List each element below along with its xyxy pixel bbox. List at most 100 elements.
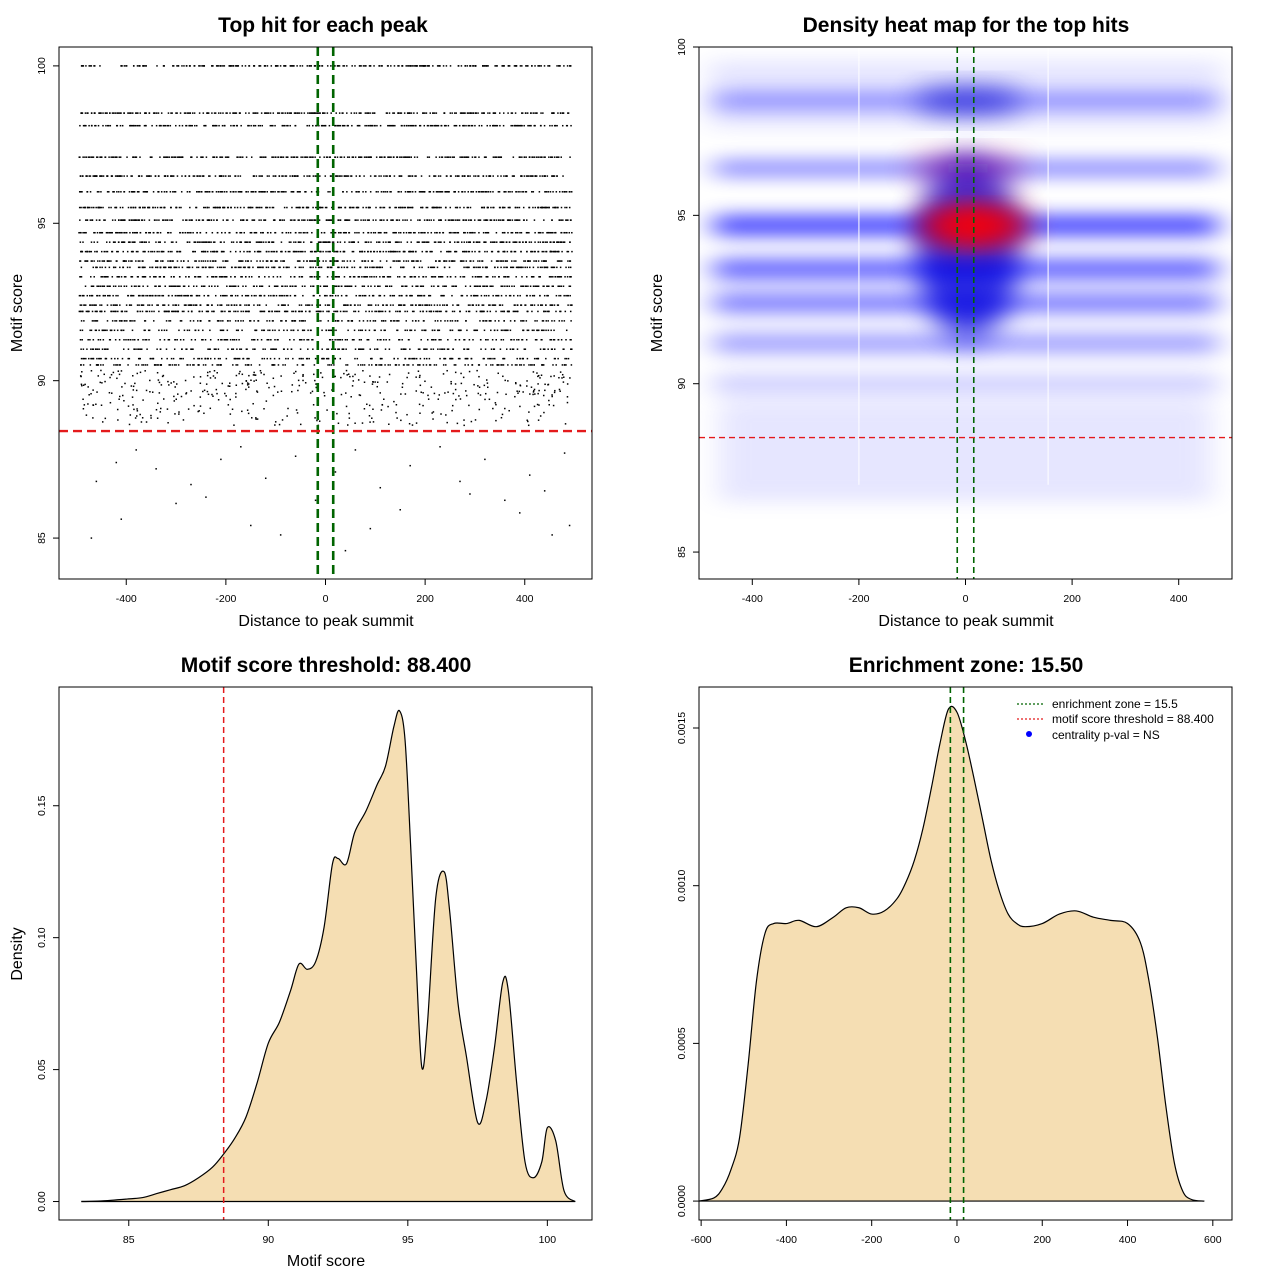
- scatter-point: [170, 285, 172, 287]
- scatter-point: [438, 310, 441, 313]
- scatter-point: [476, 294, 479, 297]
- scatter-point: [508, 294, 511, 297]
- scatter-point: [530, 241, 533, 243]
- scatter-point: [543, 219, 545, 221]
- scatter-point: [452, 219, 455, 221]
- scatter-point: [223, 191, 226, 193]
- scatter-point: [141, 276, 144, 278]
- scatter-point: [170, 206, 172, 209]
- scatter-point: [172, 304, 174, 306]
- scatter-point: [190, 231, 192, 234]
- scatter-point: [101, 266, 103, 269]
- scatter-point: [103, 310, 106, 313]
- scatter-point: [248, 304, 250, 306]
- scatter-point: [214, 124, 216, 127]
- scatter-point: [155, 124, 158, 127]
- scatter-point: [473, 285, 476, 287]
- scatter-point: [527, 310, 529, 313]
- scatter-point: [234, 294, 237, 297]
- scatter-point: [220, 65, 222, 67]
- scatter-point: [290, 276, 292, 278]
- scatter-point: [397, 112, 399, 114]
- scatter-point: [550, 266, 553, 269]
- scatter-point: [208, 266, 211, 269]
- scatter-point: [571, 231, 573, 234]
- scatter-point: [401, 206, 404, 209]
- scatter-point: [377, 231, 380, 234]
- scatter-point: [163, 206, 166, 209]
- scatter-point: [545, 250, 547, 253]
- scatter-point: [83, 320, 85, 322]
- scatter-point: [509, 329, 512, 332]
- scatter-point: [194, 304, 197, 306]
- scatter-point: [509, 219, 512, 221]
- scatter-point: [129, 339, 132, 341]
- scatter-point: [401, 294, 403, 297]
- scatter-point: [353, 304, 356, 306]
- scatter-point: [447, 250, 450, 253]
- scatter-point: [302, 260, 305, 262]
- scatter-point: [386, 285, 389, 287]
- scatter-point: [486, 219, 489, 221]
- scatter-point: [487, 231, 489, 234]
- scatter-point: [82, 65, 84, 67]
- scatter-point: [139, 294, 141, 297]
- scatter-point: [359, 266, 361, 269]
- scatter-point: [531, 304, 534, 306]
- scatter-point: [138, 191, 140, 193]
- scatter-point: [325, 219, 328, 221]
- scatter-point: [507, 206, 510, 209]
- scatter-point: [521, 191, 523, 193]
- scatter-point: [547, 231, 550, 234]
- scatter-point: [138, 285, 141, 287]
- scatter-point: [105, 250, 107, 253]
- scatter-point: [186, 329, 189, 332]
- scatter-point: [268, 175, 270, 177]
- scatter-point: [157, 112, 160, 114]
- scatter-point: [342, 65, 344, 67]
- scatter-point: [264, 348, 266, 350]
- scatter-point: [277, 310, 279, 313]
- scatter-point: [353, 276, 356, 278]
- scatter-point: [568, 266, 570, 269]
- scatter-point: [131, 241, 134, 243]
- scatter-point: [369, 65, 371, 67]
- scatter-point: [413, 310, 415, 313]
- scatter-point: [230, 124, 232, 127]
- scatter-point: [345, 219, 347, 221]
- scatter-point: [220, 266, 223, 269]
- scatter-point: [281, 124, 284, 127]
- scatter-point: [395, 206, 397, 209]
- scatter-point: [531, 175, 534, 177]
- scatter-point: [208, 285, 210, 287]
- scatter-point: [223, 250, 225, 253]
- scatter-point: [493, 329, 496, 332]
- scatter-point: [169, 124, 172, 127]
- scatter-point: [426, 219, 429, 221]
- scatter-point: [222, 250, 224, 253]
- scatter-point: [535, 339, 537, 341]
- scatter-point: [214, 175, 217, 177]
- scatter-point: [544, 175, 546, 177]
- scatter-point: [303, 329, 306, 332]
- scatter-point: [89, 304, 91, 306]
- scatter-point: [330, 231, 332, 234]
- scatter-point: [379, 231, 382, 234]
- scatter-point: [340, 294, 343, 297]
- scatter-point: [91, 260, 93, 262]
- scatter-point: [549, 339, 552, 341]
- scatter-point: [367, 112, 369, 114]
- scatter-point: [461, 175, 464, 177]
- scatter-point: [123, 276, 126, 278]
- scatter-point: [533, 124, 535, 127]
- scatter-point: [137, 285, 140, 287]
- scatter-point: [550, 231, 552, 234]
- scatter-point: [154, 266, 157, 269]
- scatter-point: [379, 206, 381, 209]
- scatter-point: [365, 156, 367, 158]
- scatter-point: [305, 191, 307, 193]
- scatter-point: [516, 348, 519, 350]
- scatter-point: [258, 219, 260, 221]
- scatter-point: [369, 191, 372, 193]
- scatter-point: [351, 65, 353, 67]
